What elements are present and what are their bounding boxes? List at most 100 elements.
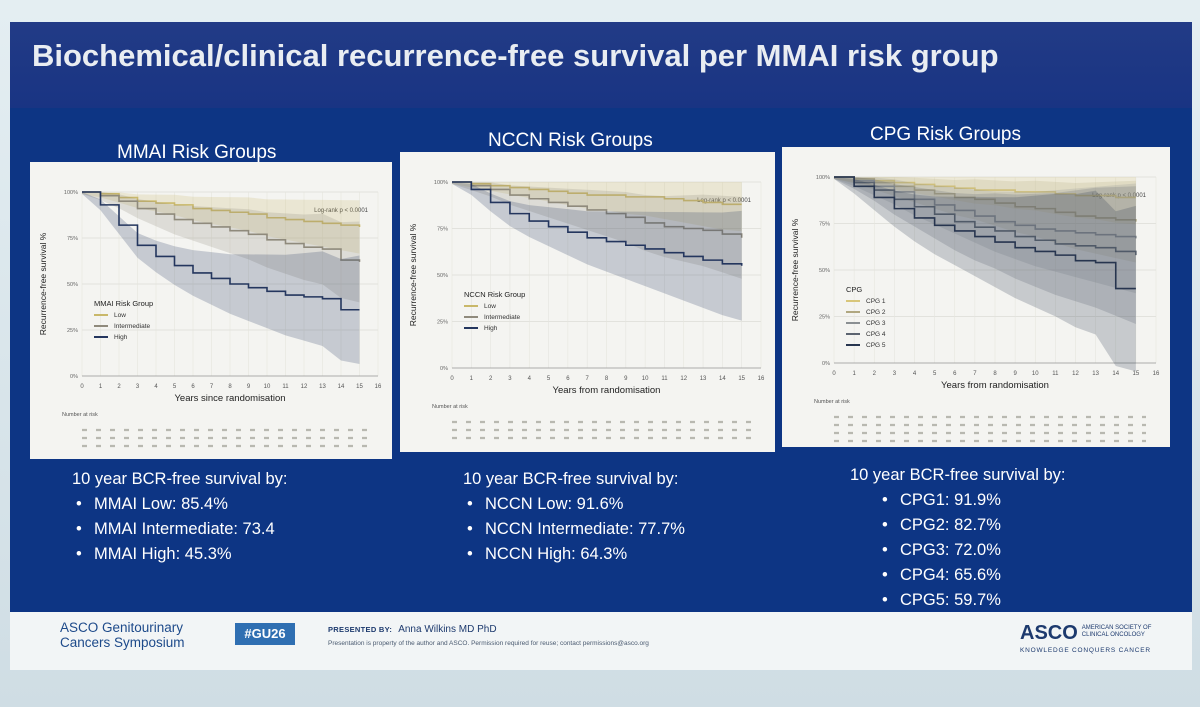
x-tick-label: 6: [566, 376, 570, 382]
summary-item: MMAI High: 45.3%: [72, 542, 288, 567]
x-tick-label: 10: [642, 376, 649, 382]
legend-label: High: [114, 334, 128, 341]
x-tick-label: 6: [191, 384, 195, 390]
x-tick-label: 10: [1032, 371, 1039, 377]
y-tick-label: 75%: [67, 236, 78, 242]
summary-head: 10 year BCR-free survival by:: [463, 470, 679, 488]
x-tick-label: 13: [319, 384, 326, 390]
x-tick-label: 12: [301, 384, 308, 390]
panel-title-cpg: CPG Risk Groups: [870, 124, 1021, 145]
x-tick-label: 0: [80, 384, 84, 390]
symposium-logo: ASCO Genitourinary Cancers Symposium: [60, 620, 185, 650]
km-chart-cpg: 0% 25% 50% 75% 100% 0 1 2 3 4 5 6 7 8 9 10 11 12 13 14 15 16 Y…: [782, 147, 1170, 447]
asco-logo: ASCO AMERICAN SOCIETY OF CLINICAL ONCOLOG…: [1020, 622, 1152, 654]
series-line: [452, 181, 742, 206]
title-band: [10, 22, 1192, 108]
panel-title-mmai: MMAI Risk Groups: [117, 142, 277, 163]
risk-table-label: Number at risk: [432, 404, 468, 410]
logrank-annotation: Log-rank p < 0.0001: [697, 198, 752, 204]
y-tick-label: 0%: [440, 366, 448, 372]
legend-title: NCCN Risk Group: [464, 290, 525, 299]
x-tick-label: 9: [247, 384, 251, 390]
x-tick-label: 14: [1112, 371, 1119, 377]
summary-item: NCCN Low: 91.6%: [463, 492, 685, 517]
slide-footer: ASCO Genitourinary Cancers Symposium #GU…: [10, 612, 1192, 670]
x-tick-label: 1: [470, 376, 474, 382]
x-tick-label: 7: [586, 376, 590, 382]
x-tick-label: 0: [450, 376, 454, 382]
x-tick-label: 8: [993, 371, 997, 377]
x-tick-label: 1: [852, 371, 856, 377]
series-line: [82, 191, 361, 227]
confidence-band: [834, 177, 1136, 263]
confidence-band: [452, 182, 742, 321]
legend-label: CPG 5: [866, 342, 886, 349]
x-tick-label: 16: [758, 376, 765, 382]
x-tick-label: 5: [173, 384, 177, 390]
legend-label: CPG 3: [866, 320, 886, 327]
risk-table-label: Number at risk: [814, 399, 850, 405]
summary-item: CPG2: 82.7%: [878, 513, 1066, 538]
x-tick-label: 1: [99, 384, 103, 390]
x-tick-label: 2: [489, 376, 493, 382]
km-plot-svg: 0%25%50%75%100%0 1 2 3 4 5 6 7 8 9 10 11 12 13 14 15 16Y…: [408, 180, 765, 440]
summary-item: CPG3: 72.0%: [878, 538, 1066, 563]
legend-label: High: [484, 325, 498, 332]
x-tick-label: 15: [738, 376, 745, 382]
y-tick-label: 100%: [434, 180, 448, 186]
km-chart-nccn: 0% 25% 50% 75% 100% 0 1 2 3 4 5 6 7 8 9 10 11 12 13 14 15 16 Y…: [400, 152, 775, 452]
x-tick-label: 15: [1133, 371, 1140, 377]
x-axis-label: Years from randomisation: [941, 380, 1049, 391]
y-tick-label: 25%: [819, 315, 830, 321]
legend-label: CPG 2: [866, 309, 886, 316]
logrank-annotation: Log-rank p < 0.0001: [314, 208, 369, 214]
x-tick-label: 14: [338, 384, 345, 390]
x-tick-label: 3: [508, 376, 512, 382]
asco-logo-word: ASCO: [1020, 622, 1078, 644]
y-tick-label: 100%: [64, 190, 78, 196]
series-line: [452, 181, 743, 238]
x-tick-label: 12: [1072, 371, 1079, 377]
x-tick-label: 6: [953, 371, 957, 377]
summary-head: 10 year BCR-free survival by:: [850, 466, 1066, 484]
x-tick-label: 4: [528, 376, 532, 382]
legend-label: CPG 1: [866, 298, 886, 305]
risk-table-label: Number at risk: [62, 412, 98, 418]
y-axis-label: Recurrence-free survival %: [38, 232, 48, 335]
x-tick-label: 13: [1092, 371, 1099, 377]
x-tick-label: 11: [661, 376, 668, 382]
presented-by-label: PRESENTED BY:: [328, 625, 393, 634]
x-tick-label: 8: [605, 376, 609, 382]
x-tick-label: 7: [973, 371, 977, 377]
series-line: [834, 176, 1137, 239]
y-tick-label: 100%: [816, 175, 830, 181]
summary-item: NCCN Intermediate: 77.7%: [463, 517, 685, 542]
x-tick-label: 16: [375, 384, 382, 390]
presenter-name: Anna Wilkins MD PhD: [398, 624, 497, 635]
summary-item: MMAI Intermediate: 73.4: [72, 517, 288, 542]
legend-label: Low: [114, 312, 126, 319]
x-tick-label: 4: [154, 384, 158, 390]
x-tick-label: 2: [873, 371, 877, 377]
series-line: [834, 176, 1137, 256]
km-plot-svg: 0%25%50%75%100%0 1 2 3 4 5 6 7 8 9 10 11 12 13 14 15 16Y…: [38, 190, 382, 448]
x-tick-label: 0: [832, 371, 836, 377]
x-tick-label: 14: [719, 376, 726, 382]
confidence-band: [834, 177, 1136, 294]
y-tick-label: 50%: [437, 273, 448, 279]
series-line: [834, 176, 1136, 290]
x-tick-label: 4: [913, 371, 917, 377]
y-axis-label: Recurrence-free survival %: [408, 223, 418, 326]
confidence-band: [834, 177, 1136, 324]
summary-item: NCCN High: 64.3%: [463, 542, 685, 567]
y-axis-label: Recurrence-free survival %: [790, 218, 800, 321]
x-tick-label: 11: [1052, 371, 1059, 377]
series-line: [834, 176, 1136, 199]
x-axis-label: Years since randomisation: [174, 393, 285, 404]
x-tick-label: 7: [210, 384, 214, 390]
km-plot-svg: 0%25%50%75%100%0 1 2 3 4 5 6 7 8 9 10 11 12 13 14 15 16Y…: [790, 175, 1160, 443]
legend-label: Low: [484, 303, 496, 310]
series-line: [834, 176, 1137, 222]
x-tick-label: 3: [893, 371, 897, 377]
